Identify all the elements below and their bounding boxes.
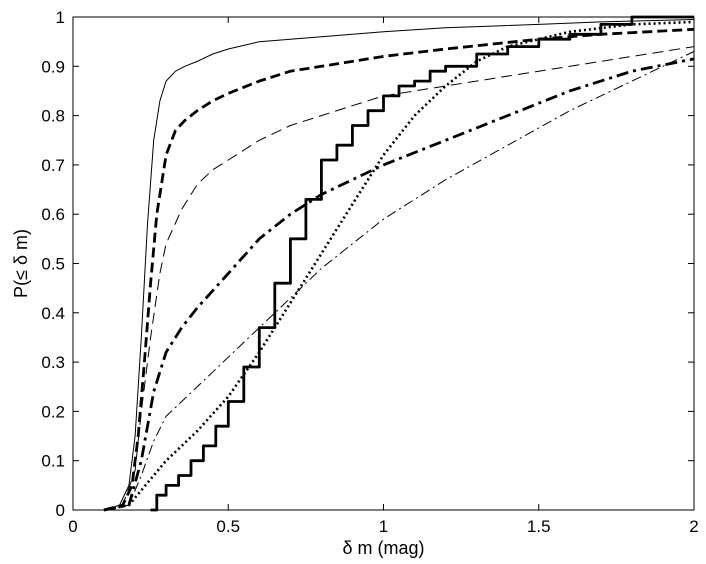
- x-tick-label: 0: [68, 517, 77, 536]
- ticks-layer: 0 0.5 1 1.5 2 0 0.1 0.2 0.3 0.4 0.5 0.6 0.7 0.8 0.9 1: [41, 8, 698, 536]
- series-line-4: [103, 57, 695, 512]
- series-line-6: [103, 20, 695, 512]
- x-axis-label: δ m (mag): [342, 538, 424, 558]
- series-line-1: [103, 19, 695, 511]
- y-tick-label: 0.9: [41, 57, 65, 76]
- y-tick-label: 0.4: [41, 304, 65, 323]
- y-tick-label: 0.7: [41, 156, 65, 175]
- series-line-7: [150, 15, 694, 512]
- y-tick-label: 0.5: [41, 255, 65, 274]
- y-tick-label: 1: [56, 8, 65, 27]
- y-tick-label: 0.1: [41, 452, 65, 471]
- plot-frame: [72, 16, 695, 511]
- series-line-2: [103, 27, 695, 512]
- y-tick-label: 0.2: [41, 402, 65, 421]
- x-tick-label: 2: [689, 517, 698, 536]
- x-tick-label: 1: [379, 517, 388, 536]
- y-tick-label: 0.3: [41, 353, 65, 372]
- x-tick-label: 0.5: [216, 517, 240, 536]
- y-tick-label: 0: [56, 501, 65, 520]
- series-line-5: [103, 51, 695, 511]
- y-axis-label: P(≤ δ m): [11, 229, 31, 298]
- y-tick-label: 0.8: [41, 107, 65, 126]
- series-layer: [103, 15, 695, 512]
- y-tick-label: 0.6: [41, 205, 65, 224]
- x-tick-label: 1.5: [527, 517, 551, 536]
